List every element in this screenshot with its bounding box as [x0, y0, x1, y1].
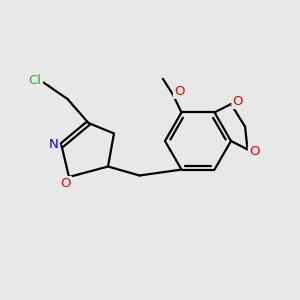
- Text: O: O: [232, 95, 243, 108]
- Text: N: N: [49, 137, 59, 151]
- Text: O: O: [249, 145, 260, 158]
- Text: Cl: Cl: [28, 74, 42, 87]
- Text: O: O: [174, 85, 184, 98]
- Text: O: O: [61, 177, 71, 190]
